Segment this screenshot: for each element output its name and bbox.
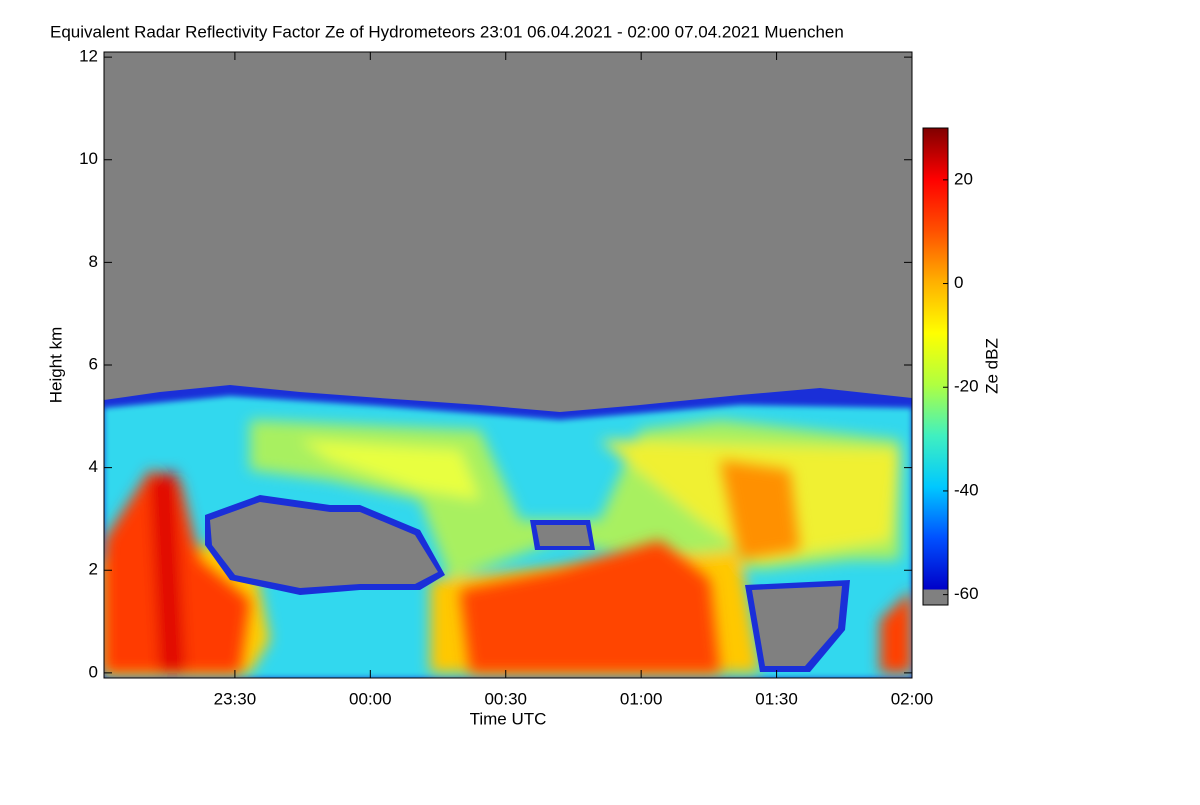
y-tick-label: 6 [89, 354, 98, 373]
chart-title: Equivalent Radar Reflectivity Factor Ze … [50, 22, 844, 41]
x-tick-label: 00:00 [349, 689, 392, 708]
colorbar-tick-label: -20 [954, 377, 979, 396]
x-tick-label: 23:30 [214, 689, 257, 708]
echo-region [104, 460, 912, 673]
colorbar [922, 127, 949, 606]
x-tick-label: 00:30 [484, 689, 527, 708]
y-axis-label: Height km [46, 327, 65, 404]
colorbar-tick-label: 0 [954, 273, 963, 292]
colorbar-label: Ze dBZ [982, 338, 1001, 394]
y-tick-label: 8 [89, 252, 98, 271]
x-tick-label: 01:00 [620, 689, 663, 708]
y-tick-label: 10 [79, 149, 98, 168]
colorbar-tick-label: 20 [954, 169, 973, 188]
y-tick-label: 12 [79, 47, 98, 66]
y-tick-label: 4 [89, 457, 98, 476]
missing-area [210, 502, 438, 588]
x-tick-label: 02:00 [891, 689, 934, 708]
x-axis-label: Time UTC [470, 709, 547, 728]
y-tick-label: 2 [89, 560, 98, 579]
heatmap [104, 52, 912, 678]
colorbar-tick-label: -60 [954, 584, 979, 603]
missing-area [536, 525, 590, 546]
x-tick-label: 01:30 [755, 689, 798, 708]
y-tick-label: 0 [89, 662, 98, 681]
colorbar-tick-label: -40 [954, 480, 979, 499]
missing-area [752, 586, 842, 666]
